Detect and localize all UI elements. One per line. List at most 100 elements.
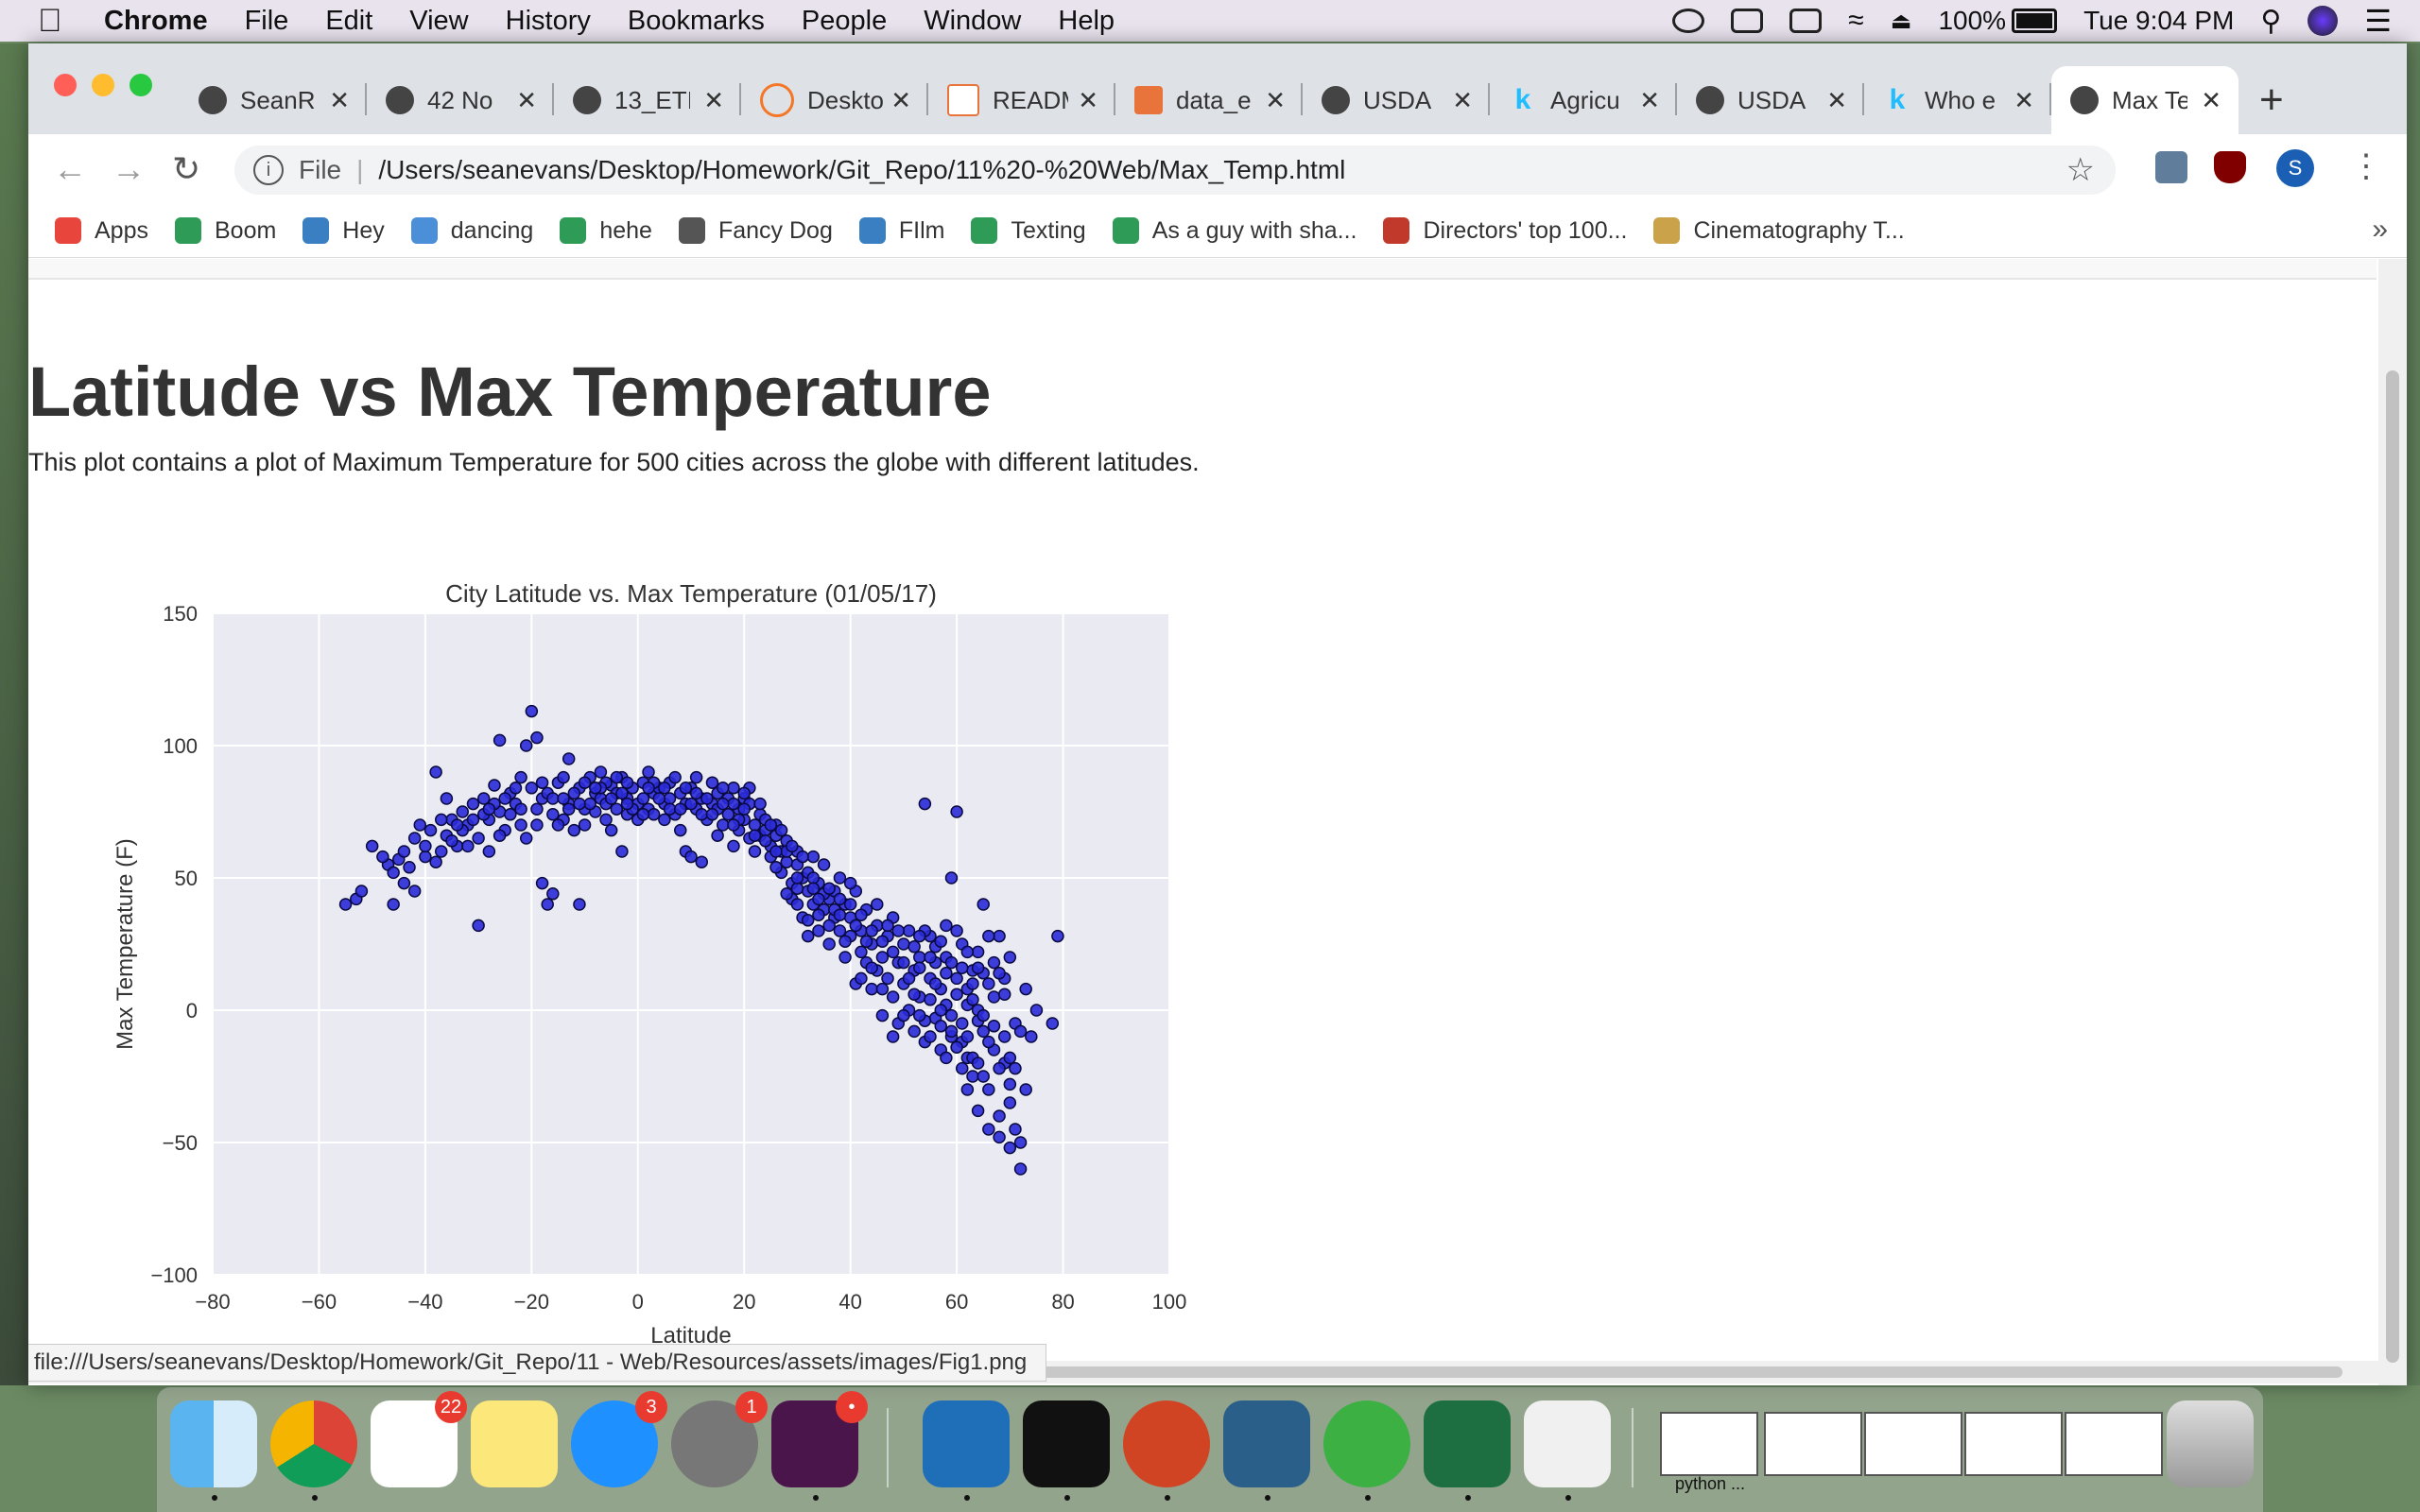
data-point — [440, 792, 454, 805]
minimized-window-2[interactable] — [1764, 1412, 1862, 1476]
minimized-window-python[interactable] — [1660, 1412, 1758, 1476]
tab-6[interactable]: USDA ✕ — [1303, 66, 1490, 134]
extension-puzzle-icon[interactable] — [2155, 151, 2187, 183]
trash-icon[interactable] — [2167, 1400, 2254, 1487]
mysql-workbench-icon[interactable] — [1223, 1400, 1310, 1501]
notification-center-icon[interactable]: ☰ — [2364, 4, 2392, 38]
bookmark-10[interactable]: Cinematography T... — [1653, 217, 1905, 245]
bookmark-2[interactable]: Hey — [302, 217, 385, 245]
profile-avatar[interactable]: S — [2276, 149, 2314, 187]
minimized-window-5[interactable] — [2065, 1412, 2163, 1476]
close-window-button[interactable] — [54, 74, 77, 96]
bookmark-9[interactable]: Directors' top 100... — [1383, 217, 1627, 245]
menu-app-name[interactable]: Chrome — [104, 5, 208, 36]
menu-view[interactable]: View — [409, 5, 469, 36]
anaconda-icon[interactable] — [1323, 1400, 1410, 1501]
menu-bookmarks[interactable]: Bookmarks — [627, 5, 765, 36]
tab-7[interactable]: k Agricu ✕ — [1490, 66, 1677, 134]
terminal-icon[interactable] — [1023, 1400, 1110, 1501]
close-tab-icon[interactable]: ✕ — [329, 85, 350, 114]
app-store-icon[interactable]: 3 — [571, 1391, 667, 1487]
siri-icon[interactable] — [2308, 6, 2339, 36]
vertical-scroll-thumb[interactable] — [2386, 370, 2399, 1363]
creative-cloud-icon[interactable] — [1672, 9, 1705, 33]
tab-2[interactable]: 13_ETI ✕ — [554, 66, 741, 134]
new-tab-button[interactable]: + — [2259, 77, 2284, 123]
tab-0[interactable]: SeanR ✕ — [180, 66, 367, 134]
data-point — [865, 982, 878, 996]
tab-5[interactable]: data_e ✕ — [1115, 66, 1303, 134]
chrome-icon[interactable] — [270, 1400, 357, 1501]
finder-icon[interactable] — [170, 1400, 257, 1501]
site-info-icon[interactable]: i — [253, 155, 284, 185]
data-point — [1046, 1017, 1060, 1030]
tab-8[interactable]: USDA ✕ — [1677, 66, 1864, 134]
airplay-icon[interactable] — [1731, 9, 1764, 33]
slack-icon[interactable]: • — [771, 1391, 868, 1501]
tab-10[interactable]: Max Te ✕ — [2051, 66, 2238, 134]
menu-file[interactable]: File — [244, 5, 289, 36]
bookmark-6[interactable]: FIlm — [858, 217, 944, 245]
wifi-icon[interactable]: ≈ — [1848, 5, 1864, 36]
calendar-icon[interactable]: 22 — [371, 1391, 467, 1487]
vertical-scrollbar[interactable] — [2378, 259, 2407, 1385]
tab-3[interactable]: Deskto ✕ — [741, 66, 928, 134]
address-bar[interactable]: i File | /Users/seanevans/Desktop/Homewo… — [234, 146, 2116, 195]
data-point — [1009, 1061, 1022, 1075]
zoom-window-button[interactable] — [130, 74, 152, 96]
data-point — [397, 876, 411, 890]
more-menu-icon[interactable]: ⋮ — [2350, 148, 2382, 184]
reload-icon[interactable]: ↻ — [172, 149, 201, 188]
bookmark-1[interactable]: Boom — [174, 217, 276, 245]
close-tab-icon[interactable]: ✕ — [1265, 85, 1286, 114]
close-tab-icon[interactable]: ✕ — [516, 85, 537, 114]
minimized-window-3[interactable] — [1864, 1412, 1962, 1476]
close-tab-icon[interactable]: ✕ — [890, 85, 911, 114]
battery-indicator[interactable]: 100% — [1938, 6, 2058, 36]
notes-icon[interactable] — [471, 1400, 558, 1487]
menu-history[interactable]: History — [505, 5, 591, 36]
apple-menu-icon[interactable]:  — [38, 3, 76, 40]
eject-icon[interactable]: ⏏ — [1890, 8, 1912, 34]
bookmark-7[interactable]: Texting — [971, 217, 1086, 245]
system-preferences-icon[interactable]: 1 — [671, 1391, 768, 1487]
vscode-icon[interactable] — [923, 1400, 1010, 1501]
tab-9[interactable]: k Who e ✕ — [1864, 66, 2051, 134]
data-point — [727, 782, 740, 795]
tab-4[interactable]: READM ✕ — [928, 66, 1115, 134]
close-tab-icon[interactable]: ✕ — [1639, 85, 1660, 114]
menu-people[interactable]: People — [801, 5, 888, 36]
close-tab-icon[interactable]: ✕ — [703, 85, 724, 114]
minimized-window-4[interactable] — [1964, 1412, 2063, 1476]
url-text[interactable]: /Users/seanevans/Desktop/Homework/Git_Re… — [378, 155, 1346, 184]
bookmark-4[interactable]: hehe — [560, 217, 652, 245]
minimize-window-button[interactable] — [92, 74, 114, 96]
menu-edit[interactable]: Edit — [325, 5, 373, 36]
spotlight-search-icon[interactable]: ⚲ — [2260, 5, 2282, 37]
back-arrow-icon[interactable]: ← — [53, 149, 87, 188]
bookmark-3[interactable]: dancing — [410, 217, 533, 245]
close-tab-icon[interactable]: ✕ — [2014, 85, 2034, 114]
data-point — [435, 813, 448, 827]
numbers-chart-icon[interactable] — [1524, 1400, 1611, 1501]
data-point — [790, 898, 804, 911]
forward-arrow-icon[interactable]: → — [112, 149, 146, 188]
tab-1[interactable]: 42 No ✕ — [367, 66, 554, 134]
bookmarks-overflow-icon[interactable]: » — [2372, 214, 2388, 245]
menu-help[interactable]: Help — [1058, 5, 1115, 36]
close-tab-icon[interactable]: ✕ — [1078, 85, 1098, 114]
ublock-shield-icon[interactable] — [2214, 151, 2246, 183]
close-tab-icon[interactable]: ✕ — [1826, 85, 1847, 114]
menu-window[interactable]: Window — [924, 5, 1022, 36]
close-tab-icon[interactable]: ✕ — [2201, 85, 2221, 114]
bookmark-0[interactable]: Apps — [55, 217, 148, 245]
menu-clock[interactable]: Tue 9:04 PM — [2083, 6, 2235, 35]
powerpoint-icon[interactable] — [1123, 1400, 1210, 1501]
scatter-plot[interactable]: −80 −60 −40 −20 0 20 40 60 80 100 −100 −50 0 50 100 150… — [85, 542, 1219, 1385]
close-tab-icon[interactable]: ✕ — [1452, 85, 1473, 114]
bookmark-star-icon[interactable]: ☆ — [2066, 152, 2095, 188]
memory-icon[interactable] — [1789, 9, 1823, 33]
bookmark-8[interactable]: As a guy with sha... — [1112, 217, 1357, 245]
excel-icon[interactable] — [1424, 1400, 1511, 1501]
bookmark-5[interactable]: Fancy Dog — [678, 217, 833, 245]
